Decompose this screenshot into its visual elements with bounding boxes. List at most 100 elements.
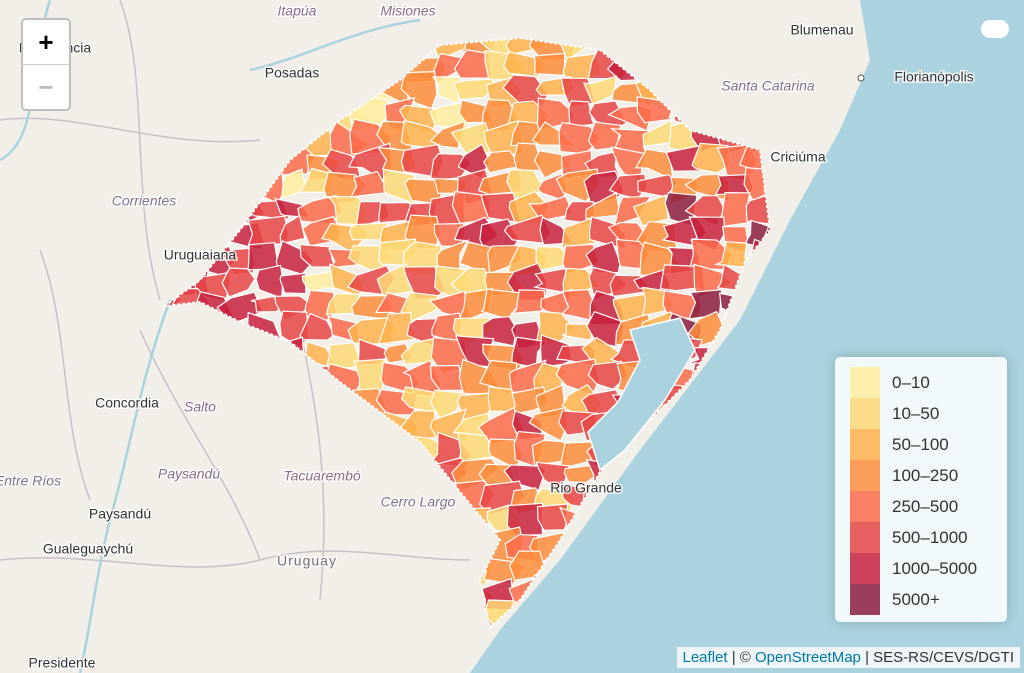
municipality xyxy=(173,105,210,131)
municipality xyxy=(271,622,309,628)
municipality xyxy=(246,387,288,411)
municipality xyxy=(221,577,262,606)
municipality xyxy=(219,169,253,199)
municipality xyxy=(408,598,447,628)
municipality xyxy=(218,599,254,627)
municipality xyxy=(527,195,574,222)
municipality xyxy=(169,576,208,613)
municipality xyxy=(216,359,265,395)
zoom-control: + − xyxy=(21,18,71,111)
municipality xyxy=(165,550,181,585)
municipality xyxy=(196,75,236,108)
zoom-in[interactable]: + xyxy=(38,27,54,57)
legend-label: 50–100 xyxy=(892,435,949,454)
municipality xyxy=(199,409,233,442)
municipality xyxy=(247,598,284,628)
place-label: Cerro Largo xyxy=(381,494,456,510)
municipality xyxy=(221,267,256,298)
layer-toggle[interactable] xyxy=(981,20,1009,38)
municipality xyxy=(255,478,280,513)
legend-label: 0–10 xyxy=(892,373,930,392)
municipality xyxy=(398,578,447,609)
municipality xyxy=(165,414,187,442)
municipality xyxy=(743,38,770,61)
municipality xyxy=(380,533,421,558)
municipality xyxy=(192,118,236,157)
municipality xyxy=(347,434,389,464)
municipality xyxy=(165,95,181,129)
municipality xyxy=(693,97,730,131)
municipality xyxy=(299,626,339,628)
municipality xyxy=(228,464,267,493)
municipality xyxy=(276,94,312,130)
municipality xyxy=(763,169,770,201)
municipality xyxy=(326,625,367,628)
place-label: Salto xyxy=(184,399,216,415)
municipality xyxy=(743,166,770,202)
municipality xyxy=(377,551,417,587)
municipality xyxy=(744,219,770,250)
municipality xyxy=(170,174,211,196)
legend: 0–10 10–50 50–100 100–250 250–500 500–1000 100… xyxy=(835,357,1007,622)
city-dot xyxy=(857,74,865,82)
municipality xyxy=(273,385,312,420)
municipality xyxy=(242,359,285,394)
municipality xyxy=(222,154,264,177)
municipality xyxy=(646,49,677,82)
municipality xyxy=(349,560,385,580)
place-label: Tacuarembó xyxy=(283,468,361,484)
legend-item: 0–10 xyxy=(850,367,1000,398)
municipality xyxy=(376,624,420,628)
municipality xyxy=(217,52,262,75)
source: | SES-RS/CEVS/DGTI xyxy=(860,649,1014,666)
municipality xyxy=(196,97,234,132)
state-outline xyxy=(161,36,772,630)
municipality xyxy=(350,51,395,86)
municipality xyxy=(228,76,259,109)
municipality xyxy=(274,507,317,541)
municipality xyxy=(169,343,210,374)
place-label: Uruguaiana xyxy=(164,247,237,263)
legend-label: 500–1000 xyxy=(892,528,968,547)
legend-swatch xyxy=(850,367,880,398)
municipality xyxy=(165,128,187,155)
municipality xyxy=(487,386,517,413)
place-label: Itapúa xyxy=(278,3,317,19)
municipality xyxy=(165,72,210,105)
municipality xyxy=(612,38,645,57)
municipality xyxy=(279,272,307,295)
municipality xyxy=(670,48,699,83)
zoom-out[interactable]: − xyxy=(23,64,69,109)
borders xyxy=(0,0,471,601)
municipality xyxy=(667,38,699,58)
municipality xyxy=(428,626,464,628)
municipality xyxy=(741,105,770,125)
municipality xyxy=(227,388,264,418)
municipality xyxy=(328,481,366,512)
municipality xyxy=(483,150,525,174)
municipality xyxy=(279,214,306,245)
osm-link[interactable]: OpenStreetMap xyxy=(755,649,861,666)
municipality xyxy=(165,502,209,535)
municipality xyxy=(377,506,411,533)
municipality xyxy=(513,142,542,172)
legend-item: 500–1000 xyxy=(850,522,1000,553)
municipality xyxy=(271,579,317,610)
municipality xyxy=(535,461,570,491)
municipality xyxy=(585,191,622,221)
municipality xyxy=(166,534,209,561)
place-label: Concordia xyxy=(95,395,159,411)
municipality xyxy=(346,627,396,628)
municipality xyxy=(585,241,621,274)
municipality xyxy=(224,104,258,134)
legend-swatch xyxy=(850,584,880,615)
municipality xyxy=(304,601,337,628)
municipality xyxy=(528,406,569,442)
municipality xyxy=(245,146,285,182)
municipality xyxy=(251,339,281,374)
leaflet-link[interactable]: Leaflet xyxy=(682,649,728,666)
municipality xyxy=(246,407,287,445)
municipality xyxy=(721,192,751,228)
municipality xyxy=(219,532,261,564)
place-label: Corrientes xyxy=(112,193,177,209)
